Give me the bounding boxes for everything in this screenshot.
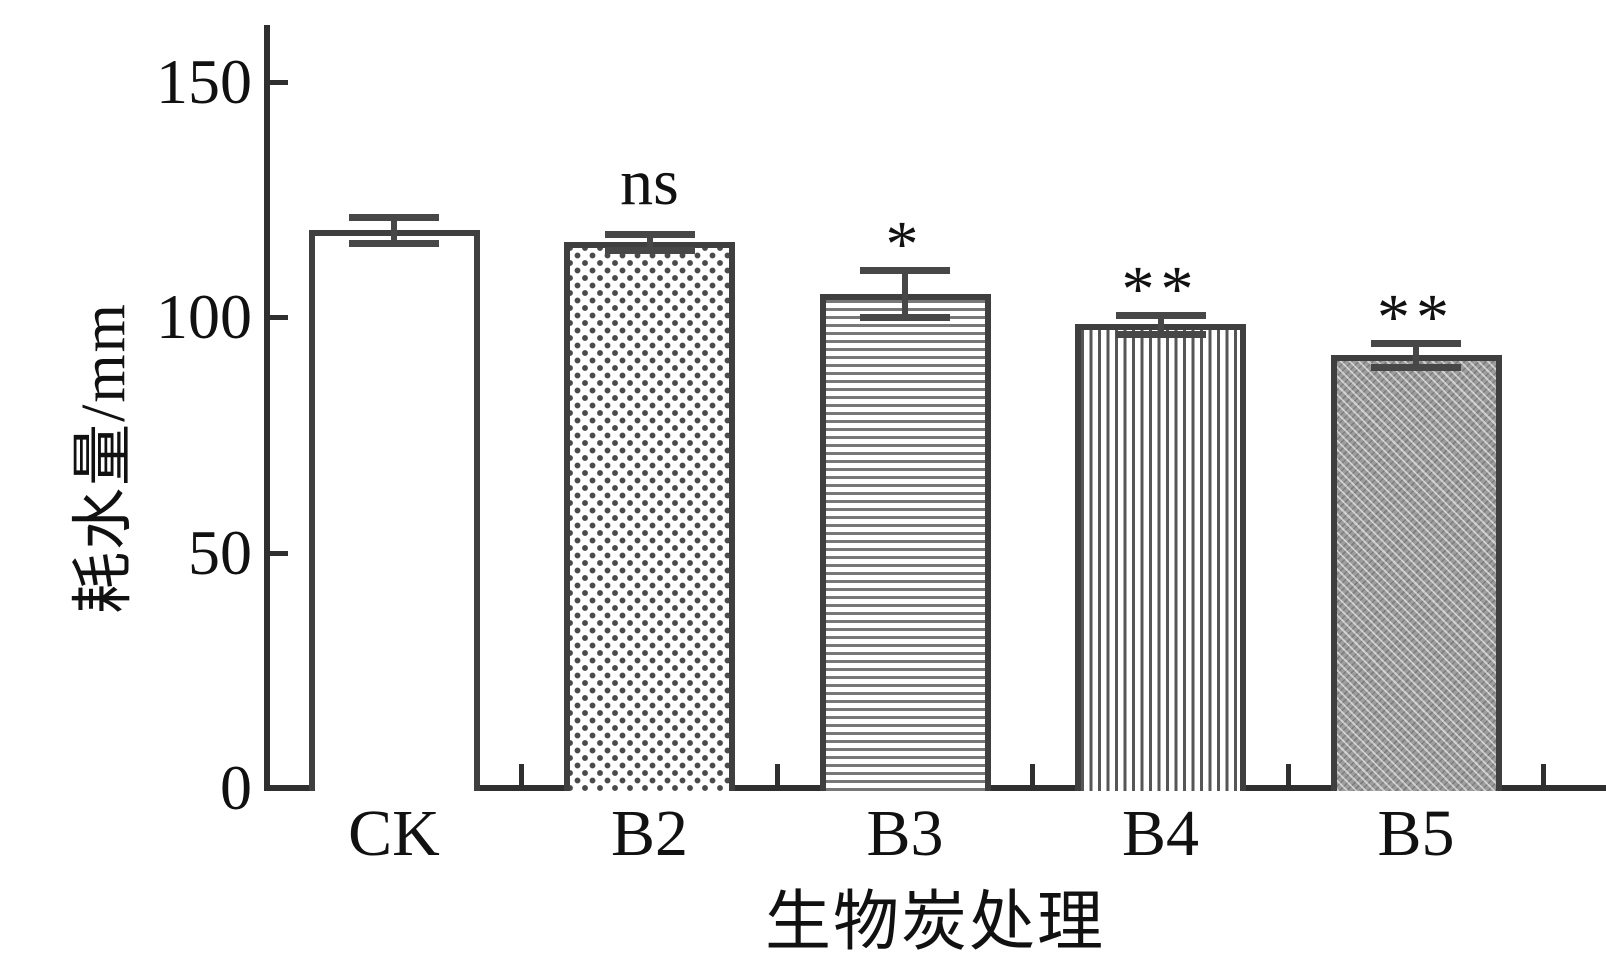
category-label-B5: B5 — [1377, 797, 1455, 870]
x-tick-mark-2 — [774, 764, 780, 788]
error-bar-cap-bottom-B3 — [860, 314, 950, 322]
bar-B3 — [819, 293, 991, 791]
error-bar-line-B4 — [1157, 314, 1164, 335]
error-bar-line-B3 — [902, 270, 908, 318]
error-bar-cap-top-B4 — [1115, 311, 1206, 319]
y-tick-mark-100 — [268, 315, 288, 321]
error-bar-cap-bottom-B2 — [604, 247, 695, 255]
y-tick-mark-50 — [268, 550, 288, 556]
category-label-B4: B4 — [1121, 797, 1200, 870]
y-tick-label-0: 0 — [220, 752, 252, 823]
bar-CK — [308, 230, 480, 791]
y-axis-line — [264, 25, 270, 791]
x-tick-mark-5 — [1541, 764, 1547, 788]
error-bar-line-B2 — [646, 233, 653, 251]
error-bar-cap-top-B5 — [1371, 340, 1461, 348]
x-axis-title: 生物炭处理 — [765, 886, 1105, 953]
annotation-B2: ns — [620, 145, 679, 219]
error-bar-cap-top-B3 — [860, 267, 950, 275]
annotation-B4: ** — [1121, 252, 1200, 326]
x-tick-mark-3 — [1030, 764, 1036, 788]
annotation-B5: ** — [1377, 281, 1455, 355]
annotation-B3: * — [885, 208, 925, 282]
bar-B4 — [1075, 324, 1246, 791]
bar-B2 — [564, 242, 735, 791]
error-bar-line-CK — [391, 217, 397, 244]
category-label-B2: B2 — [610, 797, 689, 870]
error-bar-cap-bottom-CK — [349, 240, 439, 248]
category-label-B3: B3 — [866, 797, 944, 870]
error-bar-cap-top-B2 — [604, 230, 695, 238]
error-bar-cap-bottom-B5 — [1371, 363, 1461, 371]
x-tick-mark-1 — [519, 764, 525, 788]
category-label-CK: CK — [348, 797, 440, 870]
y-tick-label-100: 100 — [156, 281, 252, 353]
y-tick-label-50: 50 — [188, 516, 252, 588]
bar-B5 — [1330, 354, 1502, 791]
error-bar-cap-top-CK — [349, 214, 439, 222]
y-tick-mark-150 — [268, 79, 288, 85]
error-bar-cap-bottom-B4 — [1115, 331, 1206, 339]
y-tick-label-150: 150 — [156, 45, 252, 117]
x-tick-mark-4 — [1285, 764, 1291, 788]
error-bar-line-B5 — [1413, 343, 1419, 367]
